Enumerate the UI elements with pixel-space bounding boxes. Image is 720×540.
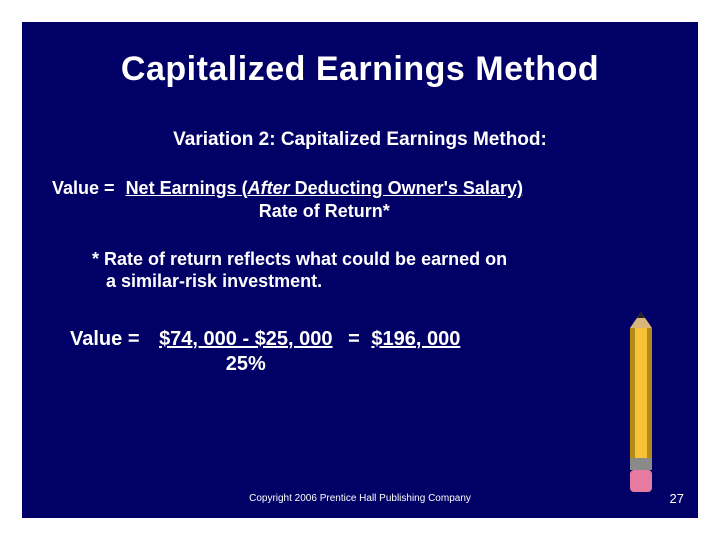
slide: Capitalized Earnings Method Variation 2:… [22,22,698,518]
formula1-numerator: Net Earnings (After Deducting Owner's Sa… [126,178,523,198]
formula1-num-post: Deducting Owner's Salary) [290,178,523,198]
page-number: 27 [670,491,684,506]
formula2-result: $196, 000 [371,327,460,352]
copyright-text: Copyright 2006 Prentice Hall Publishing … [22,493,698,504]
formula-example: Value = $74, 000 - $25, 000 25% = $196, … [70,327,698,377]
formula1-num-pre: Net Earnings ( [126,178,248,198]
formula-definition: Value = Net Earnings (After Deducting Ow… [52,177,698,224]
formula2-denominator: 25% [159,352,332,377]
formula2-numerator: $74, 000 - $25, 000 [159,328,332,350]
footnote: * Rate of return reflects what could be … [92,248,698,293]
pencil-icon [630,312,652,492]
formula1-rhs: Net Earnings (After Deducting Owner's Sa… [126,177,523,224]
formula2-fraction: $74, 000 - $25, 000 25% [159,327,332,377]
formula2-equals: = [348,327,360,352]
slide-subtitle: Variation 2: Capitalized Earnings Method… [22,129,698,151]
formula1-denominator: Rate of Return* [126,200,523,223]
formula1-num-after: After [248,178,290,198]
formula1-lhs: Value = [52,177,115,200]
slide-title: Capitalized Earnings Method [22,22,698,89]
footnote-line2: a similar-risk investment. [106,270,698,293]
formula2-lhs: Value = [70,327,140,352]
footnote-line1: * Rate of return reflects what could be … [92,248,698,271]
